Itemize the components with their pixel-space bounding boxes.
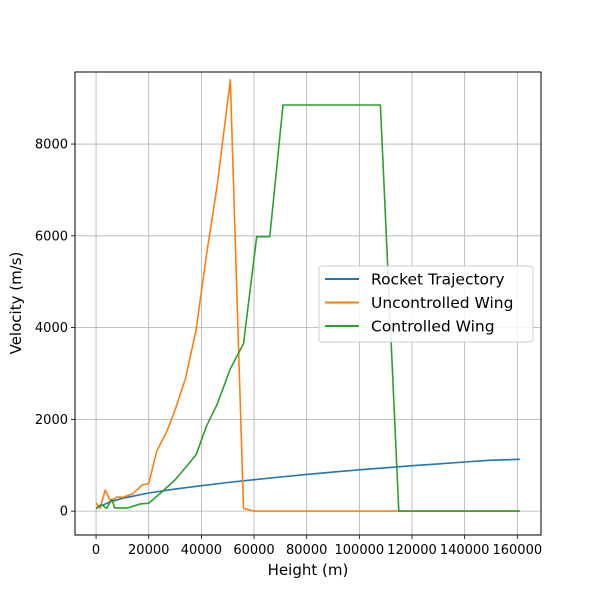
legend-box [318,265,534,343]
x-axis-title: Height (m) [268,561,349,579]
series-line-uncontrolled-wing [95,79,520,512]
legend-label: Rocket Trajectory [371,271,505,289]
y-tick-label: 2000 [35,413,68,428]
series-line-rocket-trajectory [95,458,520,510]
series-lines [95,79,520,512]
x-axis: 0 20000 40000 60000 80000 100000 120000 140000 1… [92,535,542,558]
legend: Rocket Trajectory Uncontrolled Wing Contro… [318,265,534,343]
y-tick-label: 6000 [35,229,68,244]
x-tick-label: 80000 [286,543,327,558]
plot-frame [74,71,542,536]
x-tick-label: 120000 [387,543,437,558]
legend-label: Uncontrolled Wing [371,294,513,312]
y-tick-label: 0 [60,505,68,520]
x-tick-label: 60000 [233,543,274,558]
legend-label: Controlled Wing [371,318,495,336]
y-tick-label: 4000 [35,321,68,336]
x-tick-label: 140000 [440,543,490,558]
x-tick-label: 0 [92,543,100,558]
x-tick-label: 160000 [492,543,542,558]
series-line-controlled-wing [95,104,520,512]
x-tick-label: 20000 [128,543,169,558]
x-tick-label: 40000 [181,543,222,558]
y-axis: 0 2000 4000 6000 8000 [35,138,75,520]
y-axis-title: Velocity (m/s) [7,252,25,355]
y-tick-label: 8000 [35,138,68,153]
x-tick-label: 100000 [335,543,385,558]
